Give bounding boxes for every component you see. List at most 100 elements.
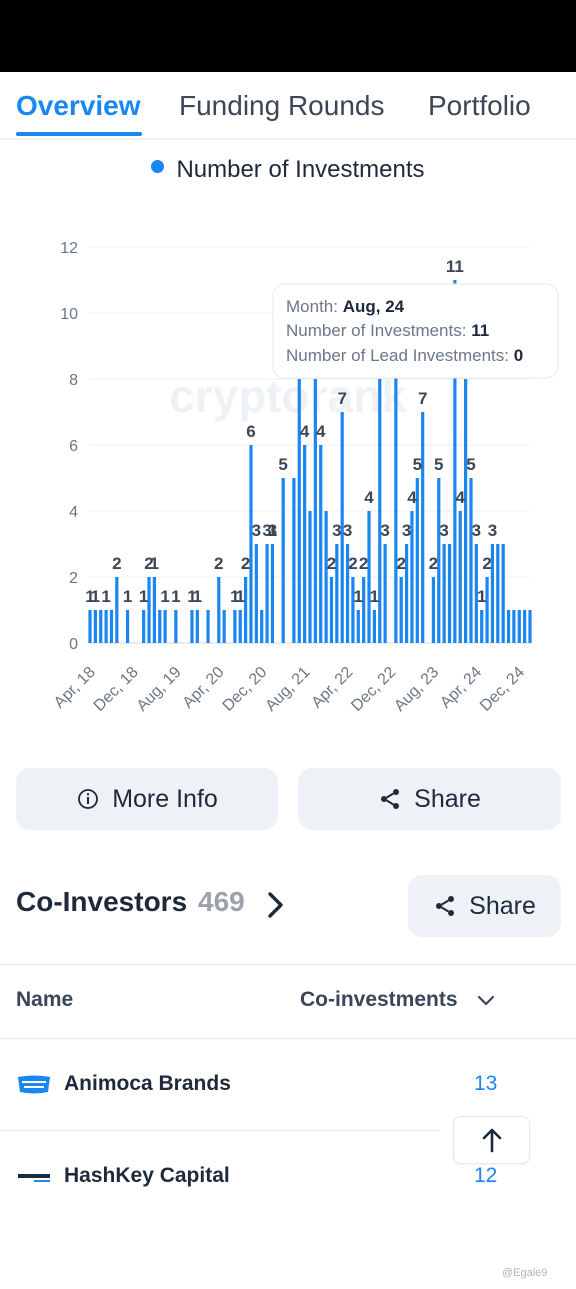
data-label: 3 bbox=[252, 521, 261, 540]
data-label: 1 bbox=[477, 587, 486, 606]
data-label: 3 bbox=[439, 521, 448, 540]
chart-bar bbox=[378, 379, 382, 643]
chart-bar bbox=[270, 544, 275, 643]
animoca-brands-logo bbox=[18, 1075, 50, 1094]
chevron-down-icon[interactable] bbox=[474, 990, 498, 1012]
data-label: 1 bbox=[139, 587, 148, 606]
chart-bar bbox=[206, 610, 210, 643]
chart-bar bbox=[313, 379, 317, 643]
tab-funding-rounds[interactable]: Funding Rounds bbox=[179, 90, 385, 121]
chart-bar bbox=[485, 577, 489, 643]
chart-bar bbox=[308, 511, 312, 643]
investments-chart[interactable]: cryptorank 11121121111121126331356464237… bbox=[0, 200, 576, 760]
more-info-button[interactable]: More Info bbox=[16, 768, 278, 830]
chart-bar bbox=[415, 478, 419, 643]
tab-portfolio[interactable]: Portfolio bbox=[428, 90, 531, 121]
data-label: 1 bbox=[236, 587, 245, 606]
chart-bar bbox=[474, 544, 478, 643]
share-icon bbox=[381, 789, 400, 809]
data-label: 7 bbox=[418, 389, 427, 408]
chart-bar bbox=[104, 610, 108, 643]
x-tick-label: Dec, 18 bbox=[91, 664, 142, 715]
data-label: 3 bbox=[402, 521, 411, 540]
tab-overview[interactable]: Overview bbox=[16, 90, 141, 121]
data-label: 2 bbox=[327, 554, 336, 573]
chart-bar bbox=[260, 610, 264, 643]
x-tick-label: Aug, 23 bbox=[391, 664, 442, 715]
data-label: 1 bbox=[230, 587, 239, 606]
tooltip-month-key: Month: bbox=[286, 297, 338, 316]
chart-bar bbox=[319, 445, 323, 643]
chart-bar bbox=[238, 610, 242, 643]
chart-bar bbox=[88, 610, 92, 643]
chart-bar bbox=[174, 610, 178, 643]
chart-bar bbox=[303, 445, 307, 643]
chart-bar bbox=[399, 577, 403, 643]
chart-bar bbox=[233, 610, 237, 643]
chart-bar bbox=[362, 577, 366, 643]
chart-bar bbox=[163, 610, 167, 643]
chart-bar bbox=[147, 577, 151, 643]
data-label: 1 bbox=[150, 554, 159, 573]
data-label: 2 bbox=[214, 554, 223, 573]
data-label: 3 bbox=[332, 521, 341, 540]
column-header-co-investments[interactable]: Co-investments bbox=[300, 988, 458, 1011]
chart-bar bbox=[109, 610, 114, 643]
info-icon bbox=[78, 789, 99, 809]
chart-bar bbox=[217, 577, 221, 643]
scroll-to-top-button[interactable] bbox=[453, 1116, 530, 1164]
chart-bar bbox=[453, 280, 457, 643]
y-tick-label: 0 bbox=[69, 636, 78, 653]
chart-bar bbox=[442, 544, 446, 643]
chart-bar bbox=[490, 544, 495, 643]
data-label: 1 bbox=[171, 587, 180, 606]
tooltip-lead-val: 0 bbox=[514, 346, 523, 365]
chart-bar bbox=[99, 610, 103, 643]
data-label: 3 bbox=[488, 521, 497, 540]
data-label: 3 bbox=[380, 521, 389, 540]
active-tab-indicator bbox=[16, 132, 142, 136]
chart-bar bbox=[281, 478, 285, 643]
data-label: 2 bbox=[241, 554, 250, 573]
data-label: 5 bbox=[278, 455, 287, 474]
chart-bar bbox=[464, 379, 468, 643]
data-label: 5 bbox=[466, 455, 475, 474]
chart-bar bbox=[222, 610, 226, 643]
chevron-right-icon[interactable] bbox=[262, 888, 288, 922]
svg-text:Month: Aug, 24: Month: Aug, 24 bbox=[286, 297, 405, 316]
y-tick-label: 8 bbox=[69, 372, 78, 389]
x-tick-label: Aug, 21 bbox=[262, 664, 313, 715]
table-row-value[interactable]: 13 bbox=[474, 1072, 498, 1095]
data-label: 1 bbox=[101, 587, 110, 606]
table-row-name[interactable]: Animoca Brands bbox=[64, 1072, 231, 1095]
chart-bar bbox=[329, 577, 334, 643]
chart-tooltip: Month: Aug, 24 Number of Investments: 11… bbox=[272, 283, 559, 379]
data-label: 3 bbox=[343, 521, 352, 540]
chart-bar bbox=[367, 511, 371, 643]
chart-bar bbox=[195, 610, 199, 643]
chart-bar bbox=[244, 577, 248, 643]
data-label: 1 bbox=[370, 587, 379, 606]
data-label: 1 bbox=[193, 587, 202, 606]
chart-bar bbox=[125, 610, 130, 643]
data-label: 2 bbox=[112, 554, 121, 573]
data-label: 4 bbox=[316, 422, 326, 441]
chart-legend[interactable]: Number of Investments bbox=[0, 156, 576, 184]
chart-bar bbox=[152, 577, 156, 643]
tooltip-month-val: Aug, 24 bbox=[343, 297, 405, 316]
co-investors-share-button[interactable]: Share bbox=[408, 875, 561, 937]
data-label: 5 bbox=[413, 455, 422, 474]
chart-bar bbox=[372, 610, 376, 643]
data-label: 2 bbox=[359, 554, 368, 573]
tooltip-lead-key: Number of Lead Investments: bbox=[286, 346, 509, 365]
share-button[interactable]: Share bbox=[298, 768, 561, 830]
divider bbox=[0, 964, 576, 965]
y-tick-label: 4 bbox=[69, 504, 78, 521]
chart-bar bbox=[292, 478, 296, 643]
table-row-value[interactable]: 12 bbox=[474, 1164, 498, 1187]
hashkey-capital-logo bbox=[18, 1174, 50, 1182]
table-row-name[interactable]: HashKey Capital bbox=[64, 1164, 230, 1187]
chart-bar bbox=[254, 544, 258, 643]
y-tick-label: 6 bbox=[69, 438, 78, 455]
